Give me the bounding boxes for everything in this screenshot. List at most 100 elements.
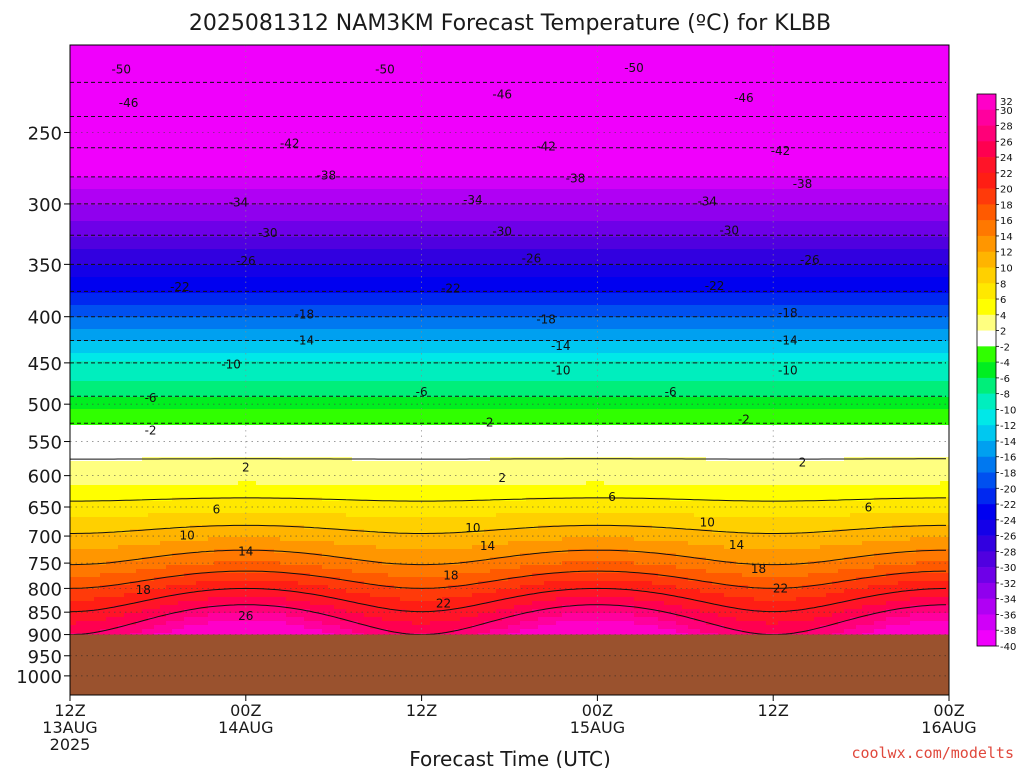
y-tick-label: 300 [28,195,62,216]
contour-label: -38 [317,168,337,182]
contour-label: -42 [771,144,791,158]
contour-label: -26 [800,253,820,267]
y-tick-label: 550 [28,433,62,454]
colorbar-segment [977,110,996,126]
colorbar-label: -38 [1000,626,1016,637]
colorbar-segment [977,583,996,599]
contour-label: 22 [436,596,451,610]
contour-label: 14 [238,544,253,558]
y-tick-label: 750 [28,554,62,575]
colorbar-label: 10 [1000,263,1013,274]
contour-label: -50 [111,63,131,77]
contour-label: -26 [522,252,542,266]
y-tick-label: 900 [28,626,62,647]
colorbar-label: -34 [1000,595,1016,606]
contour-label: 6 [608,490,616,504]
y-tick-label: 450 [28,354,62,375]
colorbar-label: -26 [1000,532,1016,543]
x-tick-label: 14AUG [218,718,273,737]
contour-label: -22 [705,279,725,293]
underground-region [70,635,949,695]
colorbar-segment [977,362,996,378]
colorbar-label: -18 [1000,469,1016,480]
colorbar-label: -24 [1000,516,1016,527]
contour-label: -2 [738,413,750,427]
contour-label: -10 [551,364,571,378]
y-tick-label: 850 [28,603,62,624]
contour-label: -38 [793,177,813,191]
contour-label: 2 [242,461,250,475]
colorbar-segment [977,457,996,473]
contour-label: -22 [170,280,190,294]
contour-label: -34 [697,194,717,208]
colorbar-label: -32 [1000,579,1016,590]
y-tick-label: 600 [28,467,62,488]
contour-label: -46 [119,96,139,110]
contour-label: 14 [729,538,744,552]
contour-label: -50 [375,63,395,77]
colorbar-label: -30 [1000,563,1016,574]
colorbar-segment [977,346,996,362]
colorbar-label: -10 [1000,405,1016,416]
colorbar-segment [977,473,996,489]
contour-label: -14 [551,339,571,353]
contour-label: -34 [463,193,483,207]
x-tick-label: 12Z [758,701,789,720]
colorbar-segment [977,220,996,236]
colorbar-segment [977,504,996,520]
contour-label: 2 [498,471,506,485]
colorbar-segment [977,94,996,110]
colorbar-label: 8 [1000,279,1006,290]
contour-label: -42 [536,139,556,153]
colorbar: 3230282624222018161412108642-2-4-6-8-10-… [977,94,1016,653]
contour-label: 18 [136,583,151,597]
x-tick-label: 16AUG [921,718,976,737]
colorbar-label: -6 [1000,374,1010,385]
contour-label: 10 [700,515,715,529]
colorbar-segment [977,488,996,504]
x-tick-label: 12Z [406,701,437,720]
y-tick-label: 700 [28,527,62,548]
contour-label: -18 [295,308,315,322]
colorbar-label: 14 [1000,232,1013,243]
colorbar-label: -20 [1000,484,1016,495]
colorbar-segment [977,189,996,205]
chart-title: 2025081312 NAM3KM Forecast Temperature (… [189,11,831,36]
contour-label: 2 [799,455,807,469]
contour-label: -46 [492,88,512,102]
colorbar-segment [977,331,996,347]
colorbar-segment [977,425,996,441]
colorbar-segment [977,299,996,315]
colorbar-label: -14 [1000,437,1016,448]
contour-label: -30 [258,226,278,240]
colorbar-segment [977,141,996,157]
colorbar-segment [977,204,996,220]
colorbar-segment [977,315,996,331]
colorbar-segment [977,126,996,142]
colorbar-segment [977,630,996,646]
y-tick-label: 350 [28,255,62,276]
colorbar-label: -22 [1000,500,1016,511]
contour-label: -14 [295,333,315,347]
contour-label: -10 [778,364,798,378]
contour-label: 22 [773,581,788,595]
colorbar-label: 2 [1000,327,1006,338]
colorbar-label: -4 [1000,358,1010,369]
contour-label: -50 [624,61,644,75]
colorbar-segment [977,614,996,630]
colorbar-label: -12 [1000,421,1016,432]
colorbar-label: 28 [1000,122,1013,133]
colorbar-segment [977,551,996,567]
colorbar-label: 12 [1000,248,1013,259]
contour-label: -14 [778,333,798,347]
colorbar-label: -28 [1000,547,1016,558]
colorbar-segment [977,236,996,252]
contour-label: -30 [492,225,512,239]
colorbar-segment [977,394,996,410]
colorbar-label: 20 [1000,185,1013,196]
y-tick-label: 1000 [16,667,62,688]
underground-fill [70,635,949,695]
colorbar-label: 16 [1000,216,1013,227]
contour-label: 18 [751,562,766,576]
colorbar-label: -36 [1000,610,1016,621]
